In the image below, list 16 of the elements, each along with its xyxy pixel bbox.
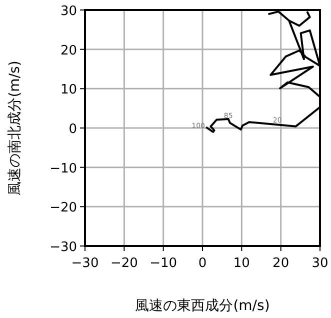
x-tick-label: 0 [198,256,207,271]
y-tick-label: 0 [68,122,77,137]
x-tick-label: −10 [150,256,178,271]
x-tick-label: 10 [233,256,250,271]
y-tick-label: 10 [60,82,77,98]
y-tick-label: −30 [50,240,77,255]
x-axis-title: 風速の東西成分(m/s) [135,298,270,314]
x-tick-label: −30 [71,256,99,271]
y-tick-label: 20 [60,43,77,58]
y-tick-label: 30 [60,4,77,19]
y-tick-label: −20 [50,200,77,216]
x-tick-label: −20 [110,256,138,271]
x-tick-label: 30 [312,256,328,271]
y-tick-label: −10 [50,161,77,176]
x-tick-label: 20 [272,256,290,271]
y-axis-title: 風速の南北成分(m/s) [7,60,23,196]
